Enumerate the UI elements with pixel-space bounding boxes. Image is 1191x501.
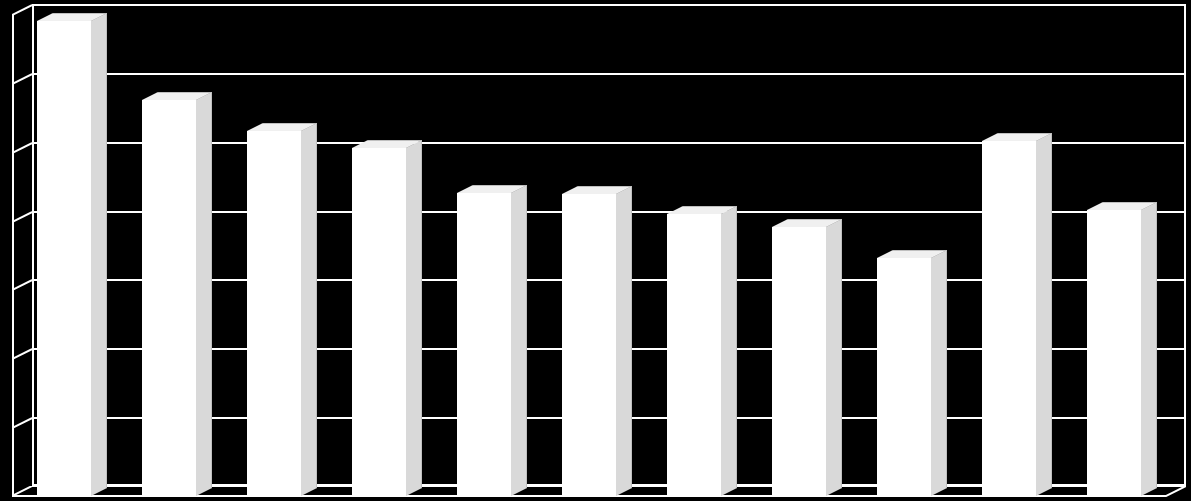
bar [352,148,406,496]
bar [37,21,91,496]
bar [667,214,721,496]
bar [562,194,616,496]
bar-chart [0,0,1191,501]
bar [1087,210,1141,496]
bar [247,131,301,496]
bar [982,141,1036,496]
bar [877,258,931,496]
bar [457,193,511,496]
bar [142,100,196,496]
bar [772,227,826,496]
y-axis-line [12,14,14,496]
